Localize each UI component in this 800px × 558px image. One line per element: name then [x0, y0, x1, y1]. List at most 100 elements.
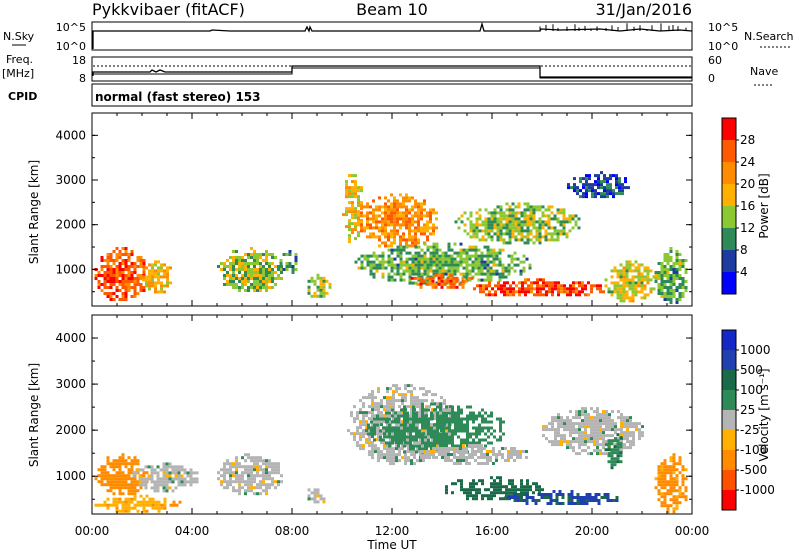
heatmap-cell — [430, 429, 433, 433]
heatmap-cell — [666, 480, 670, 484]
heatmap-cell — [578, 440, 581, 444]
heatmap-cell — [672, 501, 676, 505]
heatmap-cell — [510, 456, 513, 459]
heatmap-cell — [406, 420, 409, 424]
heatmap-cell — [624, 177, 627, 181]
heatmap-cell — [556, 232, 560, 236]
heatmap-cell — [675, 301, 679, 304]
heatmap-cell — [118, 468, 122, 472]
heatmap-cell — [575, 287, 578, 291]
heatmap-cell — [421, 411, 424, 415]
heatmap-cell — [460, 411, 463, 415]
heatmap-cell — [614, 437, 617, 441]
heatmap-cell — [426, 220, 429, 224]
heatmap-cell — [411, 238, 414, 242]
heatmap-cell — [502, 226, 506, 230]
heatmap-cell — [640, 284, 644, 288]
heatmap-cell — [390, 214, 393, 218]
heatmap-cell — [557, 440, 560, 444]
heatmap-cell — [602, 440, 605, 444]
heatmap-cell — [371, 417, 374, 421]
heatmap-cell — [398, 423, 401, 427]
heatmap-cell — [351, 174, 354, 178]
heatmap-cell — [612, 195, 615, 199]
heatmap-cell — [253, 462, 256, 466]
heatmap-cell — [401, 396, 404, 400]
heatmap-cell — [572, 290, 575, 294]
heatmap-cell — [244, 489, 247, 493]
heatmap-cell — [532, 235, 536, 239]
heatmap-cell — [425, 429, 428, 433]
heatmap-cell — [529, 485, 532, 489]
heatmap-cell — [603, 195, 606, 199]
heatmap-cell — [183, 468, 187, 472]
heatmap-cell — [447, 260, 451, 264]
heatmap-cell — [412, 435, 415, 439]
heatmap-cell — [672, 456, 676, 460]
heatmap-cell — [357, 266, 361, 270]
heatmap-cell — [628, 281, 632, 285]
heatmap-cell — [165, 471, 169, 475]
heatmap-cell — [486, 248, 490, 252]
heatmap-cell — [681, 283, 685, 286]
heatmap-cell — [660, 468, 664, 472]
heatmap-cell — [672, 480, 676, 484]
heatmap-cell — [499, 435, 502, 439]
heatmap-cell — [241, 277, 244, 280]
heatmap-cell — [569, 293, 572, 297]
heatmap-cell — [511, 202, 515, 206]
heatmap-cell — [521, 281, 524, 285]
heatmap-cell — [429, 269, 433, 273]
heatmap-cell — [345, 180, 348, 184]
heatmap-cell — [660, 286, 664, 289]
heatmap-cell — [520, 229, 524, 233]
heatmap-cell — [307, 488, 311, 492]
heatmap-cell — [459, 456, 462, 459]
heatmap-cell — [354, 222, 357, 226]
heatmap-cell — [398, 405, 401, 409]
heatmap-cell — [238, 462, 241, 466]
heatmap-cell — [426, 245, 430, 249]
heatmap-cell — [681, 262, 685, 265]
heatmap-cell — [626, 419, 629, 423]
heatmap-cell — [130, 262, 134, 265]
heatmap-cell — [291, 271, 295, 274]
heatmap-cell — [599, 443, 602, 447]
heatmap-cell — [563, 290, 566, 294]
heatmap-cell — [562, 220, 566, 224]
freq-tick-top: 18 — [72, 54, 86, 67]
heatmap-cell — [397, 429, 400, 433]
heatmap-cell — [590, 452, 593, 456]
heatmap-cell — [235, 468, 238, 472]
heatmap-cell — [229, 268, 232, 271]
heatmap-cell — [414, 254, 418, 258]
heatmap-cell — [316, 488, 320, 492]
heatmap-cell — [480, 260, 484, 264]
heatmap-cell — [495, 456, 498, 459]
heatmap-cell — [106, 262, 110, 265]
heatmap-cell — [121, 483, 125, 487]
heatmap-cell — [160, 290, 163, 294]
heatmap-cell — [157, 500, 161, 504]
heatmap-cell — [351, 228, 354, 232]
heatmap-cell — [414, 232, 417, 236]
cpid-label: CPID — [8, 90, 37, 103]
nsky-strip-frame — [91, 21, 693, 51]
heatmap-cell — [487, 435, 490, 439]
heatmap-cell — [369, 263, 373, 267]
heatmap-cell — [94, 477, 98, 481]
heatmap-cell — [360, 186, 363, 190]
heatmap-cell — [499, 205, 503, 209]
heatmap-cell — [147, 474, 151, 478]
heatmap-cell — [408, 235, 411, 239]
heatmap-cell — [366, 223, 369, 227]
heatmap-cell — [403, 405, 406, 409]
heatmap-cell — [142, 259, 146, 262]
heatmap-cell — [412, 426, 415, 430]
heatmap-cell — [449, 282, 453, 286]
heatmap-cell — [168, 477, 172, 481]
heatmap-cell — [514, 485, 517, 489]
heatmap-cell — [186, 480, 190, 484]
heatmap-cell — [388, 426, 391, 430]
heatmap-cell — [666, 468, 670, 472]
